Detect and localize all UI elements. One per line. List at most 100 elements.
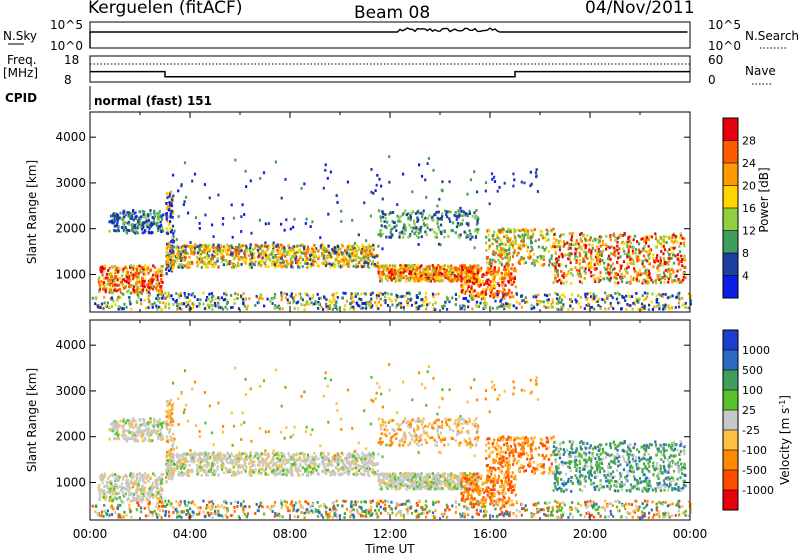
echo-cell <box>221 251 224 255</box>
echo-cell <box>605 247 608 251</box>
echo-cell <box>370 168 373 171</box>
echo-cell <box>451 279 454 283</box>
echo-cell <box>664 307 667 310</box>
echo-cell <box>131 434 134 438</box>
echo-cell <box>405 279 408 283</box>
echo-cell <box>587 238 590 242</box>
echo-cell <box>225 302 229 306</box>
echo-cell <box>122 430 125 434</box>
echo-cell <box>126 290 129 294</box>
echo-cell <box>510 242 513 246</box>
echo-cell <box>470 276 473 280</box>
echo-cell <box>505 230 508 233</box>
echo-cell <box>476 271 479 275</box>
echo-cell <box>165 227 168 231</box>
echo-cell <box>407 291 410 295</box>
power-colorbar-label: Power [dB] <box>757 167 771 232</box>
echo-cell <box>370 247 373 250</box>
echo-cell <box>122 494 126 498</box>
echo-cell <box>541 256 544 260</box>
echo-cell <box>469 272 473 275</box>
echo-cell <box>285 218 288 222</box>
echo-cell <box>356 264 359 268</box>
echo-cell <box>139 429 142 433</box>
echo-cell <box>245 247 248 251</box>
echo-cell <box>539 233 542 237</box>
echo-cell <box>228 245 231 249</box>
echo-cell <box>147 213 150 216</box>
echo-cell <box>317 257 320 260</box>
echo-cell <box>398 271 401 275</box>
echo-cell <box>157 221 160 225</box>
echo-cell <box>149 268 152 272</box>
echo-cell <box>145 427 148 431</box>
echo-cell <box>116 299 119 302</box>
echo-cell <box>336 245 339 248</box>
echo-cell <box>316 264 320 268</box>
echo-cell <box>658 307 661 311</box>
echo-cell <box>293 296 296 299</box>
echo-cell <box>628 244 631 248</box>
echo-cell <box>508 238 511 242</box>
echo-cell <box>522 244 525 248</box>
echo-cell <box>489 280 492 284</box>
echo-cell <box>327 305 330 308</box>
echo-cell <box>157 213 160 217</box>
echo-cell <box>187 263 190 266</box>
echo-cell <box>137 430 140 434</box>
echo-cell <box>130 476 133 480</box>
echo-cell <box>441 215 444 218</box>
echo-cell <box>330 300 334 304</box>
echo-cell <box>647 279 650 283</box>
echo-cell <box>322 251 325 254</box>
echo-cell <box>205 263 208 266</box>
echo-cell <box>635 271 639 274</box>
echo-cell <box>208 254 211 258</box>
echo-cell <box>160 290 164 294</box>
echo-cell <box>204 213 207 217</box>
nsky-label: N.Sky <box>3 29 37 43</box>
echo-cell <box>676 253 680 256</box>
echo-cell <box>460 276 463 280</box>
echo-cell <box>151 279 154 283</box>
echo-cell <box>496 273 499 277</box>
echo-cell <box>496 233 499 237</box>
echo-cell <box>412 267 415 271</box>
echo-cell <box>501 291 504 294</box>
echo-cell <box>401 273 404 277</box>
echo-cell <box>482 273 485 276</box>
echo-cell <box>106 301 109 305</box>
echo-cell <box>503 276 506 280</box>
echo-cell <box>484 306 487 309</box>
echo-cell <box>517 251 520 255</box>
echo-cell <box>578 267 581 271</box>
echo-cell <box>177 246 180 250</box>
echo-cell <box>603 266 606 269</box>
echo-cell <box>589 236 592 240</box>
echo-cell <box>560 252 563 256</box>
echo-cell <box>450 266 453 270</box>
echo-cell <box>542 263 545 267</box>
echo-cell <box>220 245 223 249</box>
echo-cell <box>228 253 231 257</box>
echo-cell <box>556 280 559 283</box>
echo-cell <box>211 256 214 259</box>
echo-cell <box>481 290 484 294</box>
echo-cell <box>132 419 135 423</box>
echo-cell <box>424 291 428 295</box>
echo-cell <box>353 241 357 245</box>
echo-cell <box>280 243 283 247</box>
echo-cell <box>156 289 159 292</box>
echo-cell <box>607 307 610 310</box>
echo-cell <box>577 246 580 250</box>
echo-cell <box>94 302 97 306</box>
echo-cell <box>336 307 339 311</box>
echo-cell <box>486 279 489 283</box>
echo-cell <box>437 225 440 229</box>
echo-cell <box>483 300 487 304</box>
echo-cell <box>153 417 156 421</box>
echo-cell <box>512 304 515 308</box>
echo-cell <box>111 298 114 301</box>
echo-cell <box>658 292 661 296</box>
echo-cell <box>125 483 128 487</box>
